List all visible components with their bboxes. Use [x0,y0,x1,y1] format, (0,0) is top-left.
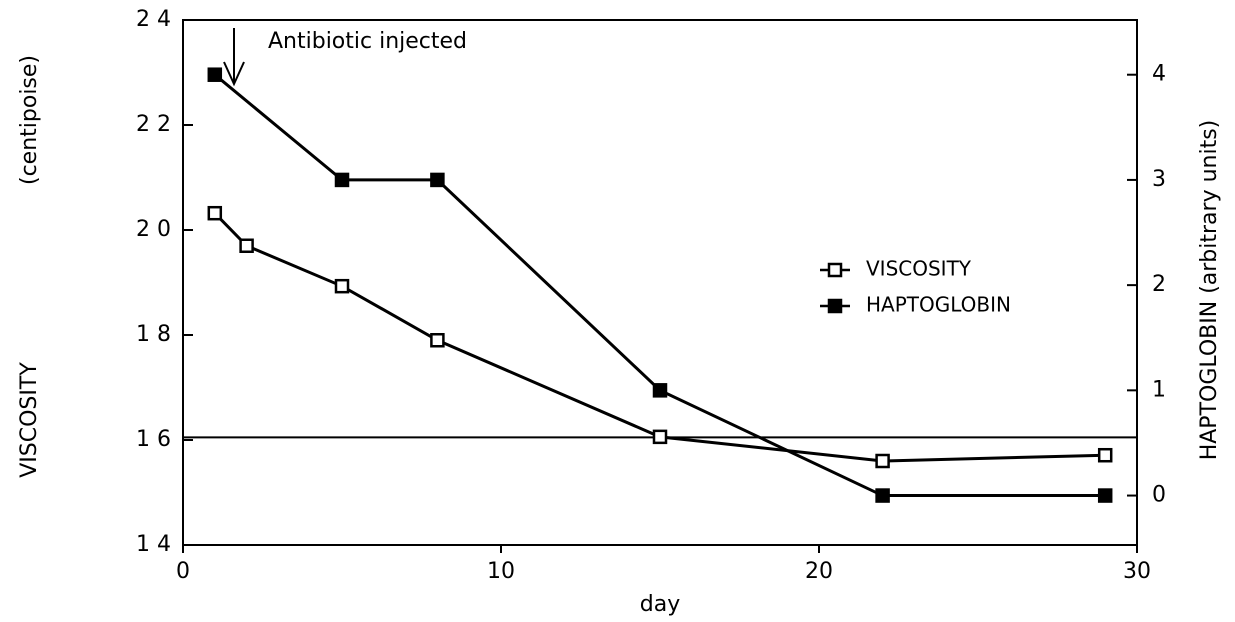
x-axis-label: day [640,592,680,617]
y-tick-label: 2 4 [136,7,171,32]
point-marker [875,488,890,503]
y2-tick-label: 1 [1152,377,1166,402]
y-axis-label: VISCOSITY [17,362,42,478]
annotation-arrowhead [223,61,245,87]
x-tick-label: 20 [805,559,833,584]
legend-marker [827,262,843,278]
x-tick-label: 30 [1123,559,1151,584]
series-line [213,73,1106,498]
point-marker [239,238,254,253]
y-tick-label: 1 4 [136,532,171,557]
point-marker [1097,447,1113,463]
point-marker [334,172,350,188]
y-tick-label: 1 6 [136,427,171,452]
point-marker [652,383,668,398]
y2-tick-label: 3 [1152,167,1166,192]
point-marker [207,205,223,221]
legend-marker [827,298,843,314]
point-marker [1097,488,1113,503]
y-axis-unit: (centipoise) [17,55,42,185]
x-tick-label: 10 [487,559,515,584]
series-line [213,212,1106,463]
point-marker [334,278,350,294]
y2-tick-label: 4 [1152,62,1166,87]
y-tick-label: 1 8 [136,322,171,347]
y-tick-label: 2 0 [136,217,171,242]
plot-frame [182,19,1138,546]
point-marker [430,172,445,188]
legend-label: HAPTOGLOBIN [866,293,1011,317]
point-marker [430,333,445,348]
legend-label: VISCOSITY [866,257,972,281]
point-marker [875,453,890,469]
point-marker [652,429,668,445]
point-marker [207,67,223,82]
y2-tick-label: 2 [1152,272,1166,297]
y2-axis-label: HAPTOGLOBIN (arbitrary units) [1197,120,1222,461]
annotation: Antibiotic injected [268,29,467,54]
y-tick-label: 2 2 [136,112,171,137]
x-tick-label: 0 [176,559,190,584]
y2-tick-label: 0 [1152,483,1166,508]
